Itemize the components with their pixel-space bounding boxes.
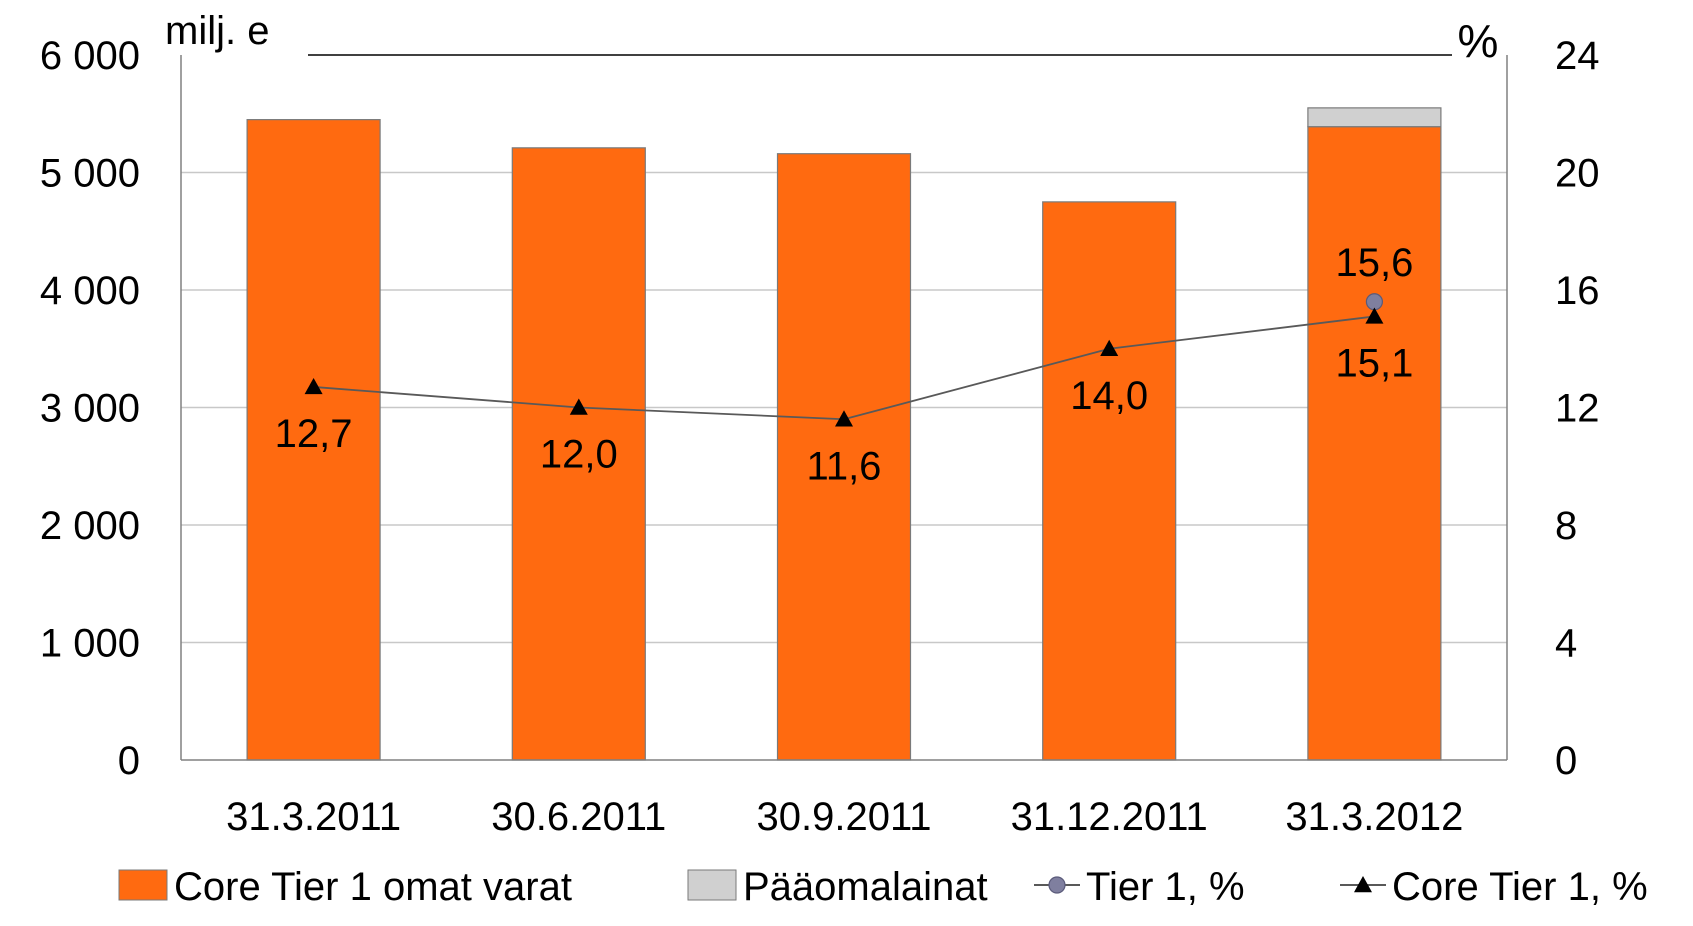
y-right-tick-label: 4 xyxy=(1555,622,1577,666)
legend-marker-tier1 xyxy=(1048,876,1066,894)
y-left-tick-label: 5 000 xyxy=(40,152,140,196)
y-left-tick-label: 4 000 xyxy=(40,269,140,313)
core-tier1-point xyxy=(304,377,323,395)
bar-core-tier1 xyxy=(1042,201,1177,761)
legend-swatch-core-tier1 xyxy=(118,869,168,901)
bars xyxy=(246,107,1442,761)
y-right-unit-label: % xyxy=(1458,15,1499,67)
y-right-tick-label: 24 xyxy=(1555,34,1600,78)
axes: 0 1 000 2 000 3 000 4 000 5 000 6 000 0 4 8 12 16 20… xyxy=(40,9,1600,839)
y-right-tick-label: 20 xyxy=(1555,152,1600,196)
y-left-tick-label: 6 000 xyxy=(40,34,140,78)
core-tier1-data-label: 12,0 xyxy=(540,433,618,477)
core-tier1-data-label: 15,1 xyxy=(1335,341,1413,385)
labels: 15,6 12,7 12,0 11,6 14,0 15,1 xyxy=(275,241,1414,489)
tier1-data-label: 15,6 xyxy=(1335,241,1413,285)
x-tick-label: 30.6.2011 xyxy=(491,795,666,839)
legend-swatch-paaomalainat xyxy=(687,869,737,901)
bar-core-tier1 xyxy=(511,147,646,761)
core-tier1-data-label: 12,7 xyxy=(275,412,353,456)
core-tier1-point xyxy=(835,410,853,427)
y-left-tick-label: 3 000 xyxy=(40,387,140,431)
legend-label-paaomalainat: Pääomalainat xyxy=(743,865,988,909)
x-tick-label: 30.9.2011 xyxy=(757,795,932,839)
x-tick-label: 31.3.2012 xyxy=(1285,795,1463,839)
bar-paaomalainat xyxy=(1307,107,1442,128)
legend: Core Tier 1 omat varat Pääomalainat Tier 1… xyxy=(118,865,1648,909)
legend-label-core-tier1-pct: Core Tier 1, % xyxy=(1392,865,1648,909)
y-right-tick-label: 16 xyxy=(1555,269,1600,313)
tier1-point xyxy=(1365,293,1384,311)
core-tier1-point xyxy=(569,398,588,415)
core-tier1-data-label: 14,0 xyxy=(1070,374,1148,418)
legend-label-tier1: Tier 1, % xyxy=(1086,865,1245,909)
lines xyxy=(304,293,1384,427)
y-right-tick-label: 12 xyxy=(1555,387,1600,431)
y-left-tick-label: 0 xyxy=(118,739,140,783)
core-tier1-point xyxy=(1100,339,1119,356)
legend-label-core-tier1: Core Tier 1 omat varat xyxy=(174,865,572,909)
y-right-tick-label: 0 xyxy=(1555,739,1577,783)
legend-marker-core-tier1 xyxy=(1354,876,1372,893)
y-right-tick-label: 8 xyxy=(1555,504,1577,548)
bar-core-tier1 xyxy=(776,153,912,761)
y-left-tick-label: 1 000 xyxy=(40,622,140,666)
y-left-unit-label: milj. e xyxy=(165,9,269,53)
bar-core-tier1 xyxy=(246,119,381,761)
core-tier1-point xyxy=(1365,307,1384,324)
bar-core-tier1 xyxy=(1307,126,1442,761)
x-tick-label: 31.3.2011 xyxy=(226,795,401,839)
y-left-tick-label: 2 000 xyxy=(40,504,140,548)
core-tier1-data-label: 11,6 xyxy=(807,444,882,488)
x-tick-label: 31.12.2011 xyxy=(1011,795,1208,839)
